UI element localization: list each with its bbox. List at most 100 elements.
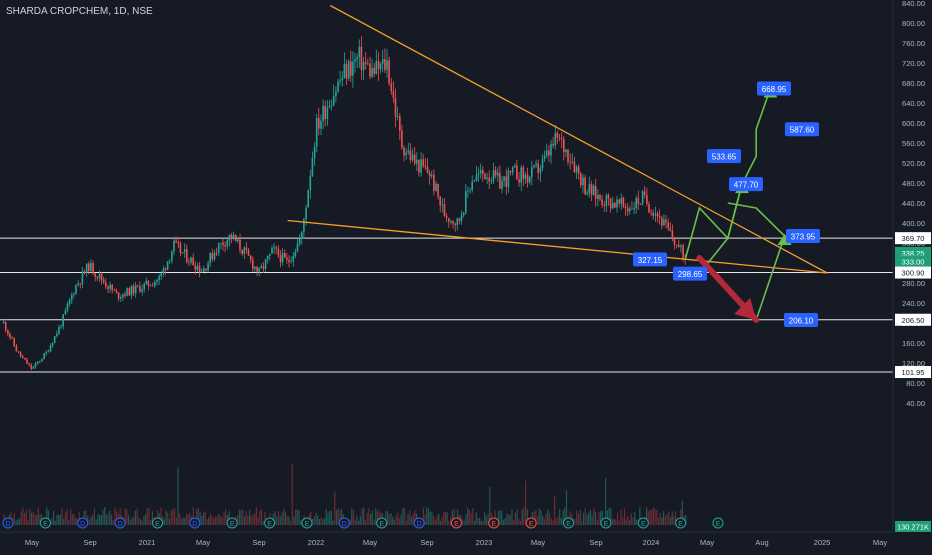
candle-body bbox=[356, 57, 358, 60]
volume-bar bbox=[591, 515, 593, 525]
annotation-label: 373.95 bbox=[791, 233, 816, 242]
volume-bar bbox=[223, 512, 225, 525]
volume-bar bbox=[180, 518, 182, 525]
volume-bar bbox=[291, 463, 293, 525]
volume-bar bbox=[448, 520, 450, 525]
candle-body bbox=[450, 220, 452, 222]
candle-body bbox=[32, 367, 35, 369]
event-marker-label: E bbox=[230, 521, 235, 528]
candle-body bbox=[228, 234, 231, 241]
candle-body bbox=[269, 253, 271, 256]
candle-body bbox=[454, 223, 456, 225]
event-marker-label: E bbox=[566, 521, 571, 528]
volume-bar bbox=[661, 517, 663, 525]
volume-bar bbox=[104, 507, 106, 525]
volume-bar bbox=[34, 514, 36, 525]
candle-body bbox=[477, 173, 480, 175]
event-marker bbox=[301, 517, 313, 529]
candle-body bbox=[488, 177, 490, 182]
volume-bar bbox=[260, 509, 263, 525]
candle-body bbox=[682, 245, 684, 260]
candle-body bbox=[102, 280, 105, 283]
candle-body bbox=[430, 174, 433, 177]
candle-body bbox=[548, 150, 550, 156]
volume-bar bbox=[654, 509, 656, 525]
volume-bar bbox=[639, 507, 641, 525]
candle-body bbox=[145, 280, 148, 284]
candle-body bbox=[622, 197, 625, 207]
candle-body bbox=[26, 359, 28, 364]
volume-bar bbox=[277, 511, 280, 525]
x-tick-label: 2023 bbox=[476, 538, 493, 547]
candle-body bbox=[469, 189, 471, 191]
candle-body bbox=[203, 268, 205, 272]
level-tag-box bbox=[895, 232, 931, 245]
y-tick-label: 80.00 bbox=[906, 379, 925, 388]
candle-body bbox=[126, 288, 128, 296]
annotation-label: 298.65 bbox=[678, 270, 703, 279]
candle-body bbox=[350, 61, 352, 76]
candle-body bbox=[330, 105, 333, 107]
candle-body bbox=[554, 133, 557, 146]
candle-body bbox=[441, 204, 444, 206]
candle-body bbox=[550, 143, 552, 156]
volume-bar bbox=[15, 520, 17, 525]
candle-body bbox=[379, 63, 382, 70]
volume-bar bbox=[463, 520, 465, 525]
volume-bar bbox=[562, 510, 564, 525]
level-tag-box bbox=[895, 266, 931, 279]
volume-bar bbox=[295, 509, 297, 525]
candle-body bbox=[609, 198, 612, 209]
volume-bar bbox=[73, 514, 75, 525]
event-marker-label: D bbox=[417, 521, 422, 528]
candle-body bbox=[590, 184, 593, 195]
candle-body bbox=[122, 294, 124, 297]
volume-bar bbox=[519, 520, 522, 525]
volume-bar bbox=[434, 519, 436, 525]
event-marker-label: D bbox=[5, 521, 10, 528]
volume-bar bbox=[680, 509, 682, 525]
volume-bar bbox=[354, 519, 356, 525]
x-tick-label: May bbox=[531, 538, 545, 547]
candle-body bbox=[575, 166, 578, 173]
volume-bar bbox=[214, 516, 217, 525]
candle-body bbox=[160, 273, 162, 277]
candle-body bbox=[675, 244, 678, 246]
candle-body bbox=[224, 245, 226, 247]
level-tag-box bbox=[895, 313, 931, 326]
candle-body bbox=[332, 96, 335, 106]
volume-bar bbox=[398, 518, 401, 525]
bull-projection-path bbox=[727, 202, 786, 237]
candle-body bbox=[181, 252, 184, 253]
event-marker bbox=[77, 517, 89, 529]
candle-body bbox=[60, 326, 62, 328]
volume-bar bbox=[608, 508, 610, 525]
level-tag: 300.90 bbox=[902, 269, 925, 278]
annotation-label-box bbox=[784, 312, 818, 327]
volume-bar bbox=[64, 511, 67, 525]
volume-bar bbox=[25, 510, 27, 525]
volume-bar bbox=[185, 514, 188, 525]
volume-bar bbox=[581, 521, 583, 525]
volume-bar bbox=[208, 517, 210, 525]
volume-bar bbox=[24, 513, 26, 525]
candle-body bbox=[673, 238, 676, 245]
candle-body bbox=[30, 364, 33, 369]
volume-bar bbox=[453, 508, 455, 525]
volume-bar bbox=[216, 516, 218, 525]
volume-bar bbox=[589, 509, 591, 525]
candle-body bbox=[77, 283, 79, 286]
candle-body bbox=[322, 105, 324, 121]
volume-bar bbox=[310, 511, 312, 525]
volume-bar bbox=[601, 510, 603, 525]
candle-body bbox=[588, 184, 591, 193]
candle-body bbox=[162, 268, 165, 274]
candle-body bbox=[407, 150, 410, 153]
candle-body bbox=[531, 167, 533, 178]
volume-bar bbox=[482, 520, 484, 525]
candle-body bbox=[443, 204, 446, 217]
volume-bar bbox=[245, 511, 247, 525]
x-tick-label: 2022 bbox=[308, 538, 325, 547]
